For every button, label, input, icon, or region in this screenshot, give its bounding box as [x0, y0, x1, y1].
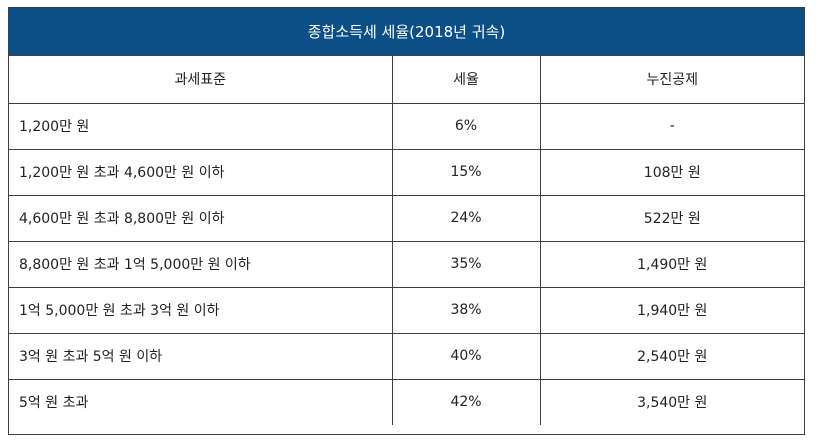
header-tax-rate: 세율 — [392, 56, 541, 104]
tax-rate-table-container: 종합소득세 세율(2018년 귀속) 과세표준 세율 누진공제 1,200만 원… — [8, 7, 805, 435]
tax-base-cell: 5억 원 초과 — [9, 379, 393, 425]
deduction-cell: 522만 원 — [540, 195, 804, 242]
table-row: 4,600만 원 초과 8,800만 원 이하 24% 522만 원 — [9, 195, 804, 242]
table-header-row: 과세표준 세율 누진공제 — [9, 56, 804, 104]
tax-rate-cell: 40% — [392, 333, 541, 380]
tax-rate-table: 과세표준 세율 누진공제 1,200만 원 6% - 1,200만 원 초과 4… — [9, 56, 804, 425]
tax-rate-cell: 6% — [392, 103, 541, 150]
deduction-cell: 108만 원 — [540, 149, 804, 196]
tax-rate-cell: 38% — [392, 287, 541, 334]
table-title: 종합소득세 세율(2018년 귀속) — [307, 23, 506, 41]
deduction-cell: 1,940만 원 — [540, 287, 804, 334]
tax-base-cell: 1,200만 원 — [9, 103, 393, 150]
tax-rate-cell: 24% — [392, 195, 541, 242]
table-row: 1,200만 원 6% - — [9, 103, 804, 150]
tax-rate-cell: 15% — [392, 149, 541, 196]
tax-base-cell: 4,600만 원 초과 8,800만 원 이하 — [9, 195, 393, 242]
table-title-bar: 종합소득세 세율(2018년 귀속) — [9, 8, 804, 56]
tax-rate-cell: 35% — [392, 241, 541, 288]
tax-base-cell: 1억 5,000만 원 초과 3억 원 이하 — [9, 287, 393, 334]
tax-base-cell: 8,800만 원 초과 1억 5,000만 원 이하 — [9, 241, 393, 288]
tax-base-cell: 3억 원 초과 5억 원 이하 — [9, 333, 393, 380]
table-row: 1억 5,000만 원 초과 3억 원 이하 38% 1,940만 원 — [9, 287, 804, 334]
header-progressive-deduction: 누진공제 — [540, 56, 804, 104]
deduction-cell: - — [540, 103, 804, 150]
table-row: 5억 원 초과 42% 3,540만 원 — [9, 379, 804, 425]
deduction-cell: 1,490만 원 — [540, 241, 804, 288]
deduction-cell: 3,540만 원 — [637, 395, 708, 412]
tax-base-cell: 1,200만 원 초과 4,600만 원 이하 — [9, 149, 393, 196]
header-tax-base: 과세표준 — [9, 56, 393, 104]
table-row: 3억 원 초과 5억 원 이하 40% 2,540만 원 — [9, 333, 804, 380]
table-row: 1,200만 원 초과 4,600만 원 이하 15% 108만 원 — [9, 149, 804, 196]
tax-rate-cell: 42% — [392, 379, 541, 425]
table-row: 8,800만 원 초과 1억 5,000만 원 이하 35% 1,490만 원 — [9, 241, 804, 288]
deduction-cell: 2,540만 원 — [540, 333, 804, 380]
